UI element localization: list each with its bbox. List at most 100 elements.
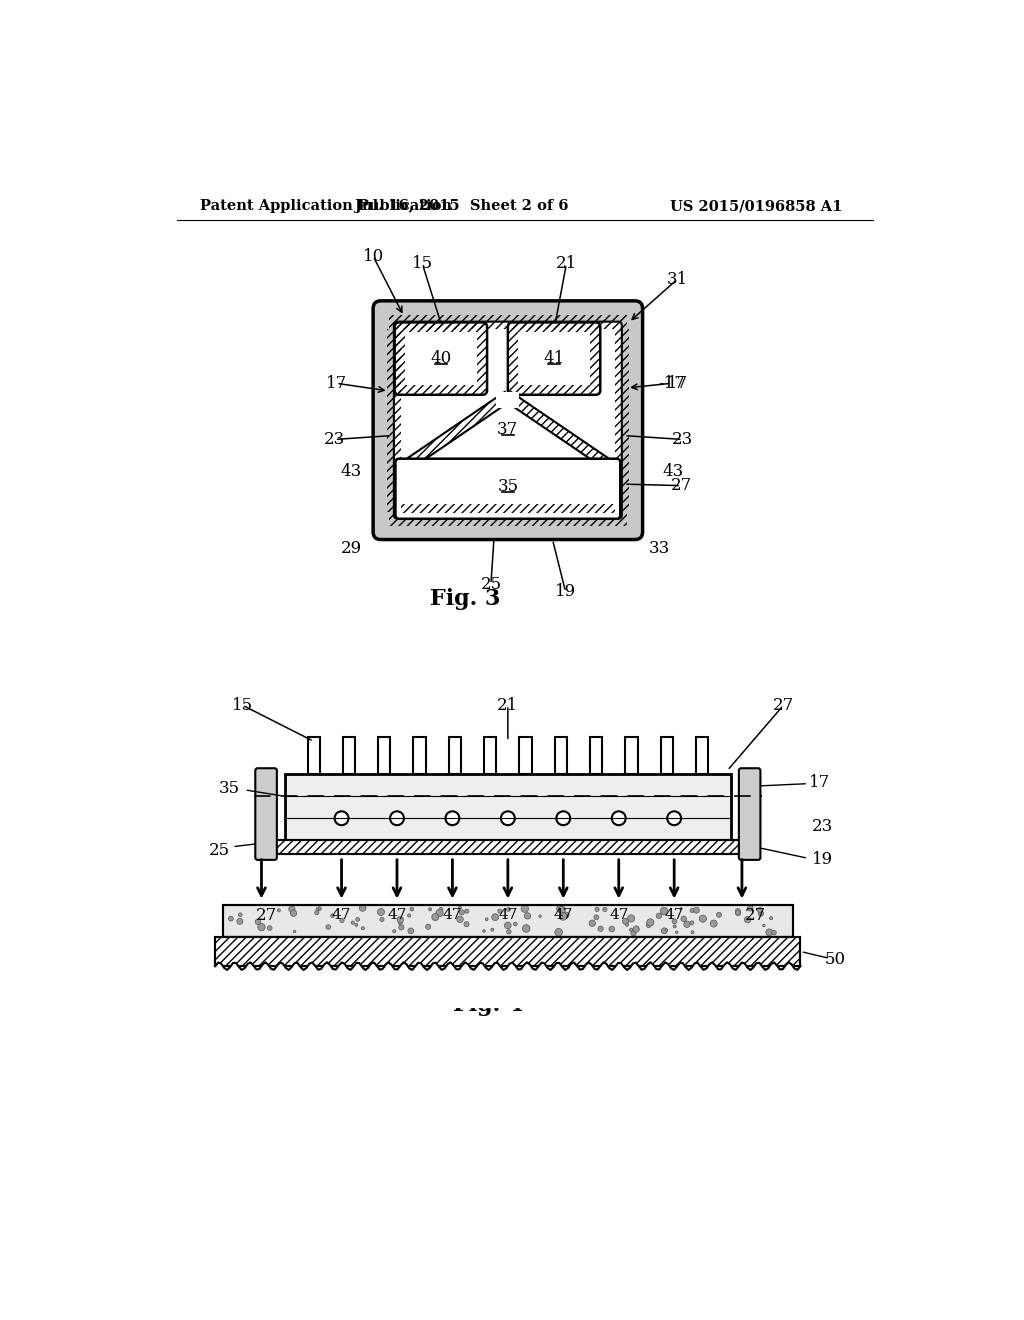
Circle shape	[335, 812, 348, 825]
Circle shape	[482, 929, 485, 932]
Text: 33: 33	[649, 540, 670, 557]
Circle shape	[294, 931, 296, 933]
Bar	[626, 738, 638, 775]
Circle shape	[673, 925, 676, 928]
FancyBboxPatch shape	[373, 301, 643, 540]
Circle shape	[555, 928, 562, 936]
Circle shape	[711, 920, 717, 927]
Circle shape	[397, 916, 403, 923]
Circle shape	[355, 924, 357, 927]
Circle shape	[317, 907, 322, 911]
Circle shape	[351, 921, 354, 924]
Circle shape	[763, 924, 765, 927]
Bar	[696, 738, 709, 775]
Text: 54: 54	[516, 985, 538, 1002]
Circle shape	[662, 928, 668, 933]
Bar	[223, 904, 793, 937]
Circle shape	[359, 904, 366, 911]
Text: 47: 47	[332, 908, 351, 923]
Text: 27: 27	[773, 697, 795, 714]
Circle shape	[267, 925, 272, 931]
Bar	[223, 904, 793, 937]
Circle shape	[521, 906, 528, 912]
Circle shape	[558, 907, 565, 913]
Circle shape	[628, 915, 635, 921]
Bar	[270, 840, 745, 854]
FancyBboxPatch shape	[394, 322, 622, 519]
FancyBboxPatch shape	[518, 333, 590, 385]
Text: 47: 47	[442, 908, 462, 923]
Circle shape	[410, 907, 414, 911]
Circle shape	[460, 909, 464, 915]
Circle shape	[290, 909, 297, 916]
Bar	[378, 738, 390, 775]
Circle shape	[681, 916, 686, 921]
Bar	[307, 738, 319, 775]
Circle shape	[398, 921, 402, 925]
Circle shape	[766, 929, 773, 936]
Bar	[388, 314, 628, 329]
Circle shape	[557, 904, 564, 912]
Circle shape	[507, 929, 511, 935]
Text: 47: 47	[498, 908, 517, 923]
Circle shape	[432, 913, 439, 920]
Circle shape	[465, 909, 469, 913]
Bar	[388, 512, 628, 525]
Circle shape	[426, 924, 431, 929]
Text: 25: 25	[209, 842, 229, 859]
Text: 19: 19	[555, 583, 577, 601]
Circle shape	[758, 907, 763, 912]
Circle shape	[459, 907, 462, 909]
FancyBboxPatch shape	[395, 459, 621, 519]
Bar	[343, 738, 355, 775]
Text: 17: 17	[809, 774, 830, 791]
Text: 21: 21	[498, 697, 518, 714]
Text: 47: 47	[609, 908, 629, 923]
Circle shape	[598, 927, 603, 932]
Text: Jul. 16, 2015  Sheet 2 of 6: Jul. 16, 2015 Sheet 2 of 6	[355, 199, 568, 213]
Circle shape	[355, 917, 359, 921]
Circle shape	[660, 907, 668, 915]
Circle shape	[398, 925, 403, 931]
Circle shape	[513, 923, 517, 925]
Circle shape	[748, 906, 753, 911]
Circle shape	[735, 911, 740, 915]
Circle shape	[539, 915, 542, 917]
Bar	[270, 840, 745, 854]
Bar	[285, 775, 731, 840]
Circle shape	[647, 919, 654, 925]
Text: 40: 40	[430, 350, 452, 367]
Circle shape	[668, 812, 681, 825]
Circle shape	[361, 927, 365, 929]
Circle shape	[626, 923, 629, 927]
Circle shape	[690, 908, 694, 912]
Circle shape	[631, 931, 636, 936]
Bar	[387, 329, 400, 512]
Text: 35: 35	[218, 780, 240, 797]
Text: 31: 31	[667, 271, 688, 288]
Text: 23: 23	[324, 430, 345, 447]
Text: 17: 17	[326, 375, 347, 392]
Text: 35: 35	[498, 478, 518, 495]
Circle shape	[744, 916, 751, 923]
Circle shape	[492, 913, 499, 920]
Bar	[215, 937, 801, 966]
Text: 50: 50	[824, 952, 846, 969]
Circle shape	[717, 912, 722, 917]
Circle shape	[595, 907, 599, 912]
Circle shape	[326, 925, 331, 929]
Circle shape	[563, 912, 569, 919]
Text: 41: 41	[544, 350, 564, 367]
Text: 21: 21	[556, 255, 577, 272]
Bar	[660, 738, 673, 775]
Circle shape	[623, 919, 629, 924]
Circle shape	[380, 917, 384, 921]
Circle shape	[684, 921, 690, 928]
Bar	[484, 738, 497, 775]
Circle shape	[522, 925, 530, 932]
Circle shape	[316, 908, 318, 911]
Circle shape	[559, 912, 567, 920]
Circle shape	[656, 913, 662, 919]
Circle shape	[507, 908, 510, 911]
Bar	[449, 738, 461, 775]
